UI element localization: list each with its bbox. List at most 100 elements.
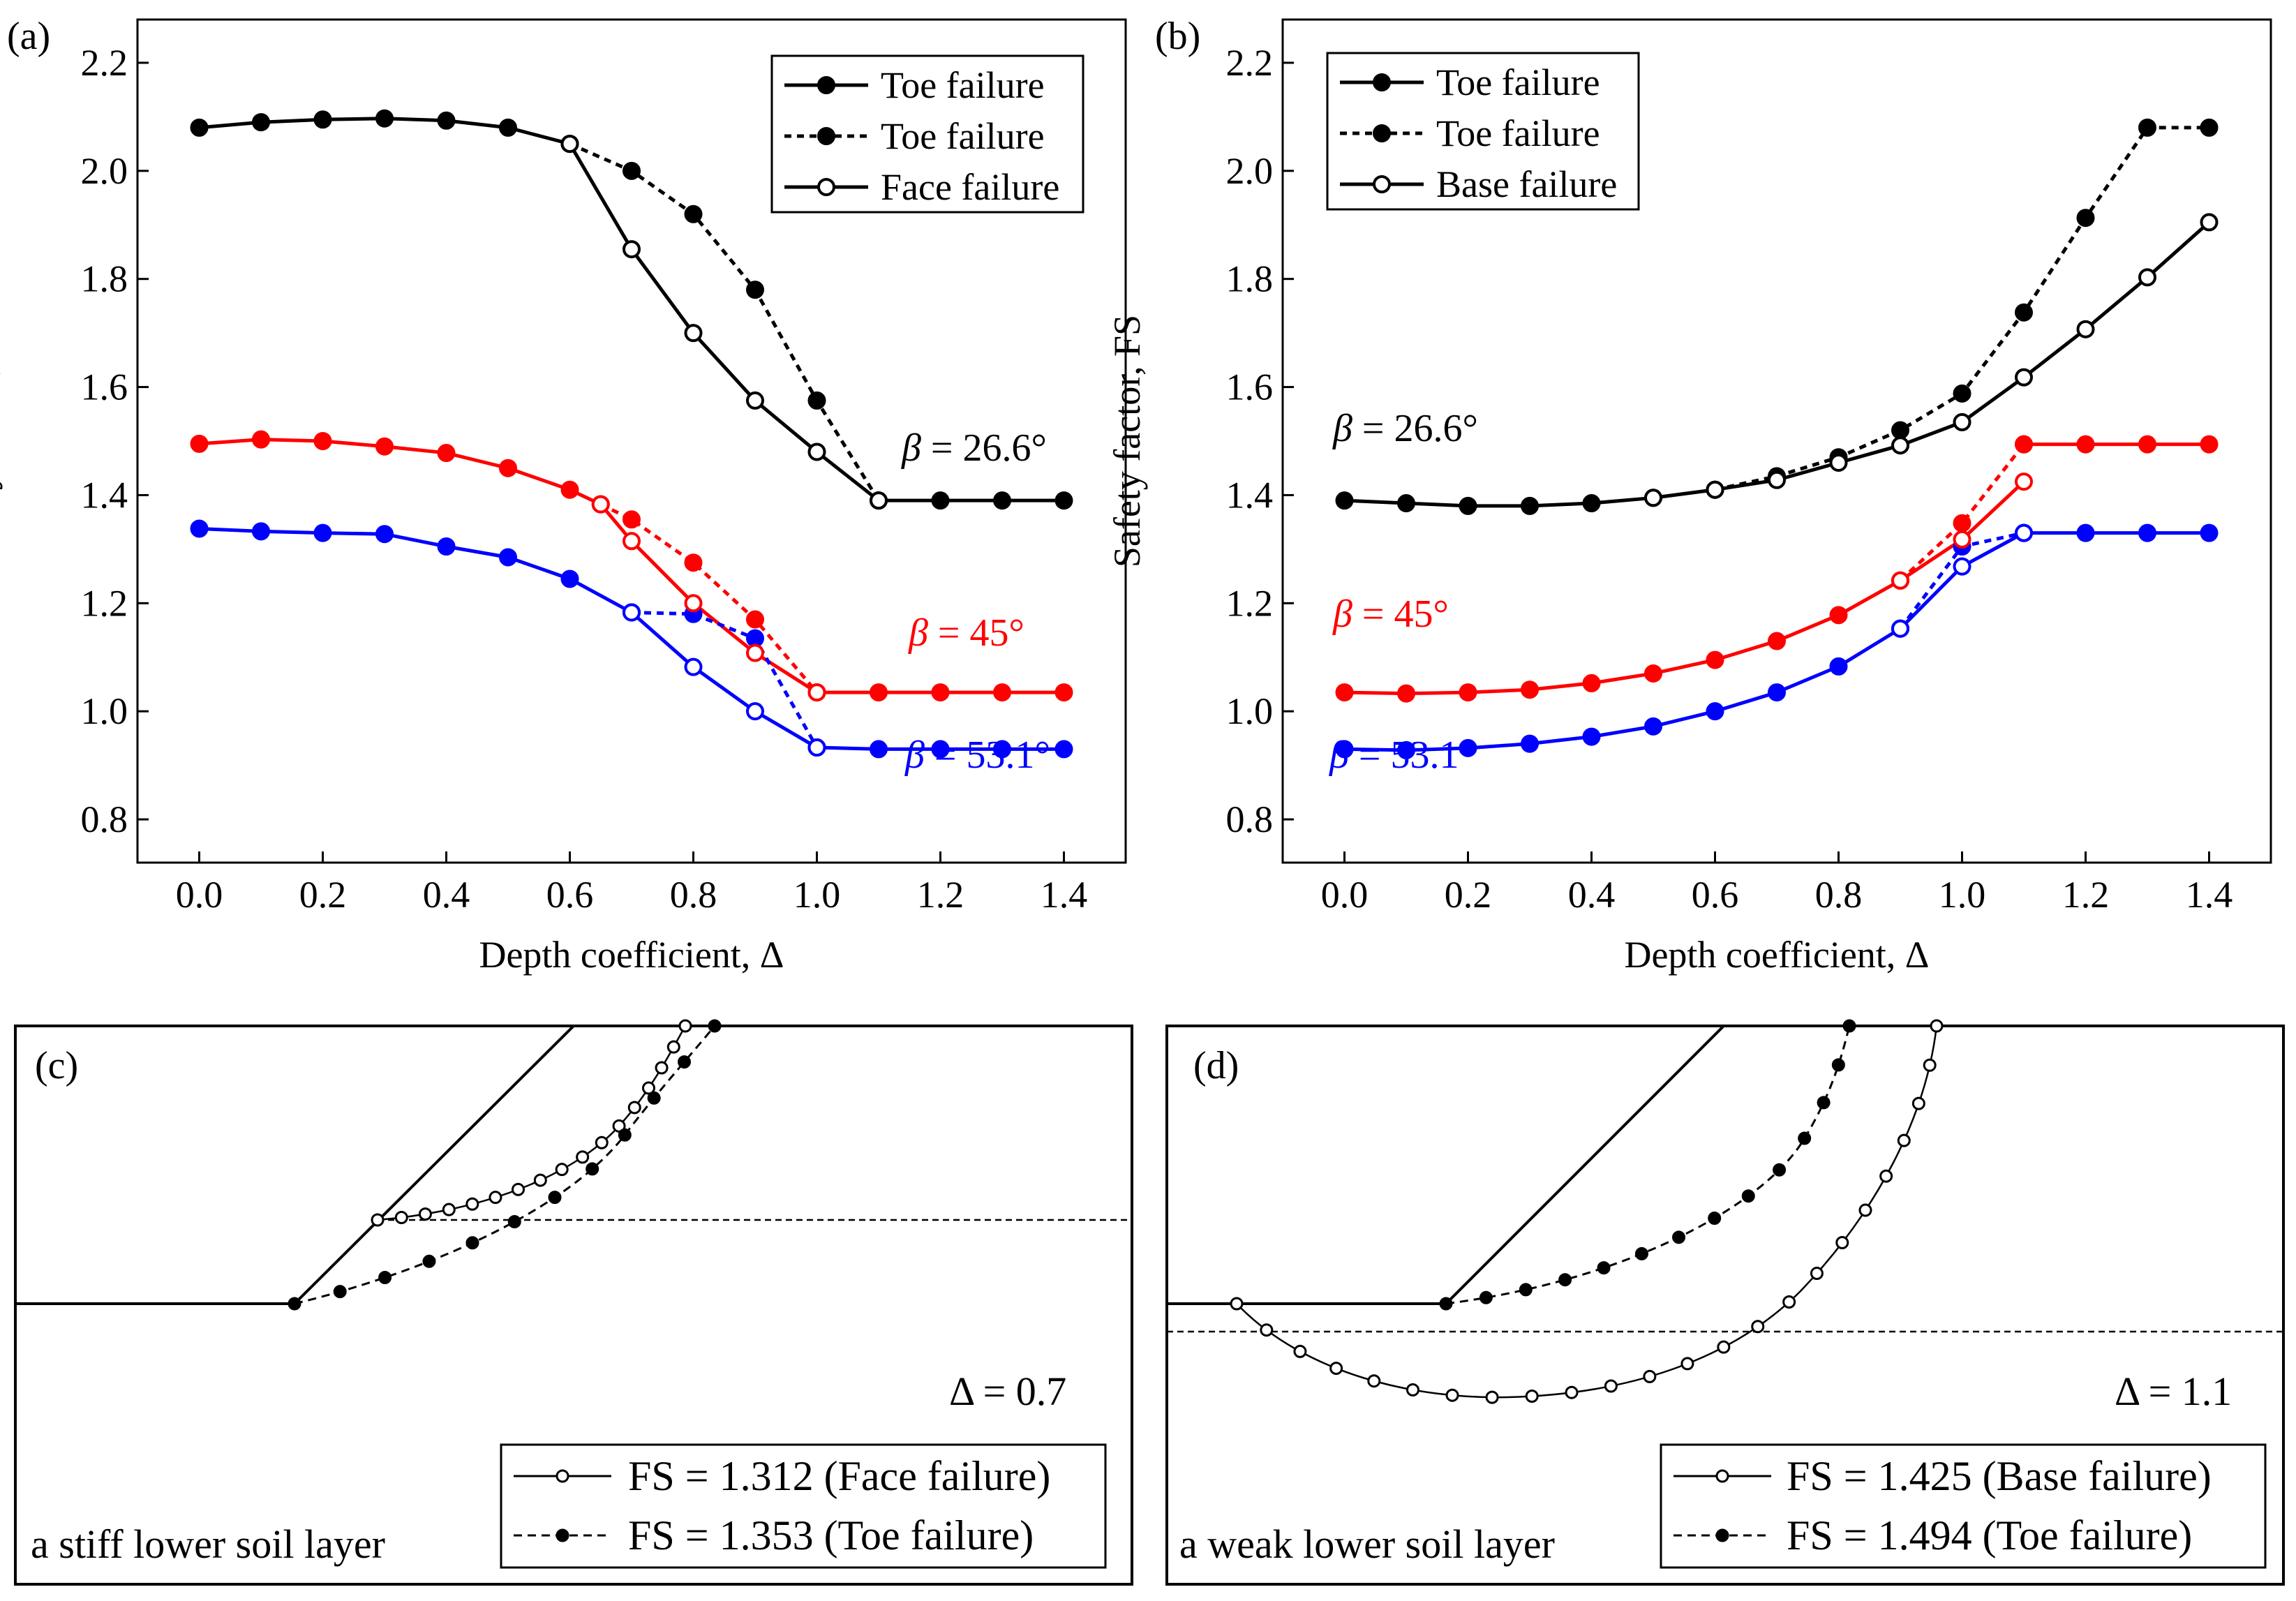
face-failure-markers-c: [371, 1019, 692, 1227]
data-point-b: [1953, 530, 1971, 549]
data-point-a: [437, 537, 456, 556]
beta-label-a-53: β = 53.1°: [904, 734, 1050, 777]
face-failure-node: [641, 1081, 655, 1095]
data-point-b: [2200, 213, 2219, 232]
x-tick-label-b: 1.2: [2062, 874, 2110, 916]
x-tick-label-a: 1.2: [917, 874, 964, 916]
data-point-a: [190, 519, 209, 538]
data-point-b: [1459, 738, 1477, 757]
legend-a: Toe failure Toe failure Face failure: [770, 54, 1084, 214]
data-point-a: [313, 432, 332, 450]
toe-failure-curve-d: [1445, 1025, 1851, 1305]
toe-failure-node: [1798, 1131, 1812, 1145]
toe-failure-node: [678, 1055, 692, 1069]
plot-area-a: 0.0 0.2 0.4 0.6 0.8 1.0 1.2 1.4 0.8 1.0 1.2 1.4 1.6 1…: [0, 18, 1127, 976]
x-tick-label-a: 0.0: [176, 874, 223, 916]
toe-failure-node: [1741, 1189, 1755, 1203]
y-tick-label-a: 1.8: [81, 258, 128, 300]
plot-frame-b: [1281, 18, 2272, 864]
x-tick-label-b: 1.4: [2186, 874, 2233, 916]
data-point-b: [2015, 368, 2033, 387]
x-tick-label-b: 0.8: [1815, 874, 1863, 916]
data-point-a: [1054, 683, 1073, 702]
data-point-a: [746, 281, 764, 299]
data-point-b: [1891, 421, 1909, 440]
data-point-a: [807, 738, 826, 757]
plot-area-b: 0.0 0.2 0.4 0.6 0.8 1.0 1.2 1.4 0.8 1.0 1.2 1.4 1.6 1…: [1106, 18, 2272, 976]
legend-b-marker-3: [1373, 175, 1391, 193]
series-line-a: [569, 142, 881, 502]
series-line-b: [1714, 126, 2209, 492]
legend-a-label-3: Face failure: [881, 166, 1059, 208]
face-failure-node: [489, 1191, 502, 1205]
base-failure-node: [1858, 1203, 1872, 1217]
base-failure-node: [1643, 1369, 1657, 1383]
data-point-a: [375, 525, 394, 544]
data-point-b: [1582, 494, 1601, 513]
data-point-b: [2015, 472, 2033, 491]
data-point-a: [746, 702, 764, 721]
data-point-a: [560, 135, 579, 154]
chart-panel-a: (a) 0.0 0.2 0.4 0.6 0.8 1.0 1.2 1.4 0.8 1.0 1.2 1.4…: [0, 15, 1127, 976]
data-point-a: [623, 603, 641, 622]
data-point-b: [2076, 320, 2095, 338]
data-point-b: [2015, 435, 2033, 454]
x-tick-label-a: 0.8: [670, 874, 717, 916]
data-point-a: [252, 430, 270, 449]
toe-failure-node: [1831, 1058, 1845, 1072]
data-point-a: [190, 434, 209, 453]
series-line-a: [631, 610, 819, 749]
y-tick-label-a: 1.6: [81, 366, 128, 408]
data-point-b: [1644, 717, 1662, 736]
series-line-a: [568, 142, 880, 502]
data-point-b: [1459, 683, 1477, 702]
toe-failure-node: [1817, 1096, 1831, 1110]
data-point-b: [2138, 523, 2156, 542]
x-tick-label-b: 0.6: [1692, 874, 1739, 916]
data-point-b: [2076, 435, 2095, 454]
scheme-legend-c-marker-1: [556, 1469, 569, 1483]
data-point-b: [2200, 435, 2219, 454]
data-point-b: [2200, 118, 2219, 137]
x-tick-label-b: 1.0: [1939, 874, 1986, 916]
y-axis-title-b: Safety factor, FS: [1106, 315, 1148, 567]
data-point-b: [1768, 632, 1786, 650]
data-point-a: [623, 532, 641, 551]
toe-failure-node: [422, 1254, 436, 1268]
panel-label-b: (b): [1155, 15, 1200, 58]
data-point-b: [1582, 673, 1601, 692]
legend-b-marker-1: [1373, 73, 1391, 91]
data-point-a: [623, 240, 641, 259]
toe-failure-node: [1558, 1273, 1572, 1287]
x-tick-label-a: 0.4: [423, 874, 470, 916]
x-tick-label-a: 1.0: [793, 874, 841, 916]
base-failure-node: [1751, 1320, 1765, 1334]
data-point-a: [870, 740, 888, 759]
data-point-a: [807, 683, 826, 702]
scheme-legend-d-marker-1: [1715, 1469, 1729, 1483]
data-point-b: [1768, 683, 1786, 702]
toe-failure-node: [548, 1191, 562, 1205]
y-tick-label-b: 0.8: [1226, 798, 1274, 840]
data-point-b: [1335, 683, 1354, 702]
data-point-b: [2076, 209, 2095, 228]
data-point-b: [1397, 684, 1415, 703]
face-failure-node: [595, 1135, 609, 1149]
delta-label-d: Δ = 1.1: [2115, 1369, 2232, 1414]
data-point-a: [684, 657, 703, 676]
data-point-a: [684, 324, 703, 343]
base-failure-node: [1565, 1385, 1579, 1399]
data-point-a: [807, 442, 826, 461]
data-point-b: [1953, 514, 1971, 533]
data-point-b: [1397, 740, 1415, 759]
data-point-b: [1829, 606, 1848, 625]
legend-b-label-3: Base failure: [1436, 163, 1617, 205]
scheme-legend-c-marker-2: [556, 1528, 569, 1542]
face-failure-node: [465, 1197, 479, 1211]
data-point-a: [560, 569, 579, 588]
face-failure-node: [655, 1061, 669, 1075]
data-point-b: [2076, 523, 2095, 542]
scheme-legend-d-label-1: FS = 1.425 (Base failure): [1787, 1453, 2212, 1499]
data-point-a: [746, 629, 764, 648]
series-line-b: [1653, 221, 2211, 500]
